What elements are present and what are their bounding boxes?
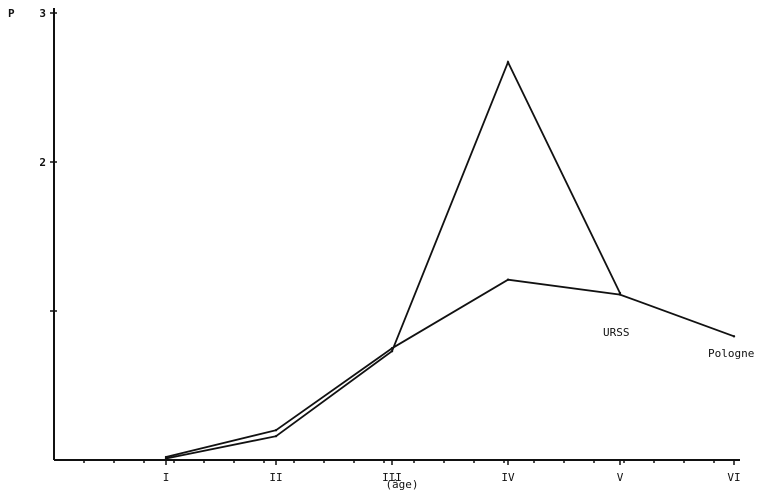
series-lines	[164, 59, 736, 460]
data-point-urss	[390, 350, 394, 353]
data-point-pologne	[618, 293, 622, 296]
series-label-pologne: Pologne	[708, 347, 754, 360]
y-axis-label: P	[8, 7, 15, 20]
x-tick-label: III	[382, 471, 402, 484]
data-point-pologne	[390, 347, 394, 350]
data-point-pologne	[274, 429, 278, 432]
axes	[50, 8, 740, 465]
x-tick-label: VI	[727, 471, 740, 484]
series-line-pologne	[165, 278, 735, 458]
data-point-urss	[274, 434, 278, 438]
x-tick-label: II	[269, 471, 282, 484]
x-axis-label: (âge)	[385, 478, 418, 491]
series-label-urss: URSS	[603, 326, 630, 339]
y-tick-label: 3	[39, 7, 46, 20]
series-line-urss	[165, 59, 621, 460]
x-tick-label: IV	[501, 471, 515, 484]
x-tick-label: V	[617, 471, 624, 484]
data-point-pologne	[732, 335, 736, 338]
y-tick-label: 2	[39, 156, 46, 169]
x-tick-label: I	[163, 471, 170, 484]
data-point-pologne	[164, 455, 168, 459]
data-point-pologne	[506, 278, 510, 281]
data-point-urss	[506, 60, 510, 64]
